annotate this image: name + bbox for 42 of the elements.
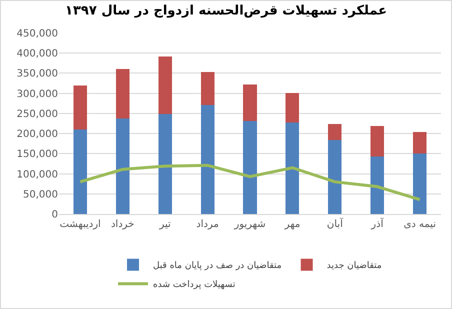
x-tick-label: خرداد xyxy=(110,219,134,230)
y-tick-label: 0 xyxy=(52,210,58,220)
y-tick-label: 50,000 xyxy=(23,189,58,200)
bar xyxy=(370,126,384,156)
y-tick-label: 400,000 xyxy=(16,48,58,60)
x-tick-label: اردیبهشت xyxy=(60,219,101,230)
x-tick-label: نیمه دی xyxy=(404,219,436,230)
bar xyxy=(243,84,257,122)
x-tick-label: تیر xyxy=(158,219,171,230)
bar xyxy=(286,92,300,123)
y-tick-label: 350,000 xyxy=(16,68,58,80)
legend-label: متقاضیان جدید xyxy=(326,261,382,272)
bar xyxy=(158,114,172,214)
x-tick-label: آبان xyxy=(326,217,344,230)
y-tick-label: 450,000 xyxy=(16,28,58,40)
y-tick-label: 300,000 xyxy=(16,88,58,100)
y-tick-label: 200,000 xyxy=(16,129,58,140)
y-tick-label: 100,000 xyxy=(16,169,58,180)
bar xyxy=(370,156,384,214)
bar xyxy=(328,124,342,140)
bar xyxy=(200,105,214,214)
y-tick-label: 250,000 xyxy=(16,108,58,120)
bar xyxy=(73,130,88,214)
chart-title: عملکرد تسهیلات قرض‌الحسنه ازدواج در سال ۱۳۹۷ xyxy=(65,4,387,19)
bar xyxy=(412,154,427,214)
bar xyxy=(286,122,300,214)
bar xyxy=(200,72,214,105)
bar xyxy=(243,121,257,214)
y-tick-label: 150,000 xyxy=(16,149,58,160)
bar xyxy=(412,132,427,154)
line-series xyxy=(78,164,422,202)
x-tick-label: شهریور xyxy=(233,219,266,230)
bar xyxy=(328,140,342,214)
legend-label: متقاضیان در صف در پایان ماه قبل xyxy=(153,261,282,272)
bar xyxy=(73,85,88,130)
bar xyxy=(116,118,130,214)
x-tick-label: مرداد xyxy=(196,219,219,230)
x-tick-label: آذر xyxy=(370,217,385,230)
x-tick-label: مهر xyxy=(284,219,300,230)
bar xyxy=(158,56,172,114)
legend-label: تسهیلات پرداخت شده xyxy=(153,280,236,290)
bar xyxy=(116,69,130,119)
